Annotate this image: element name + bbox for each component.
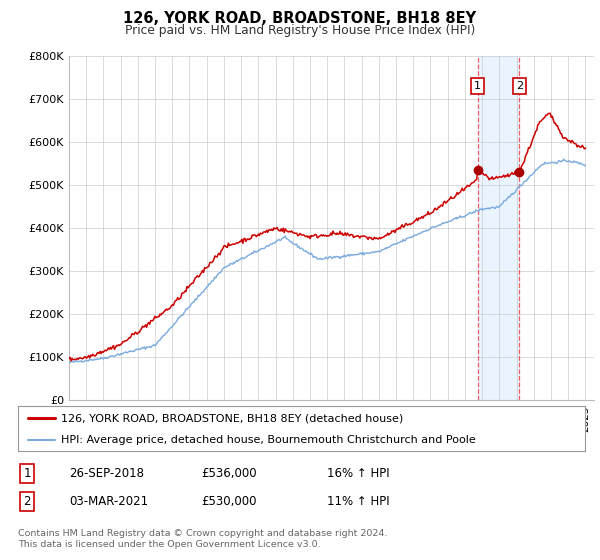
Text: 26-SEP-2018: 26-SEP-2018 [69, 466, 144, 480]
Text: 16% ↑ HPI: 16% ↑ HPI [327, 466, 389, 480]
Text: £530,000: £530,000 [201, 494, 257, 508]
Text: 1: 1 [23, 466, 31, 480]
Text: 11% ↑ HPI: 11% ↑ HPI [327, 494, 389, 508]
Text: 126, YORK ROAD, BROADSTONE, BH18 8EY (detached house): 126, YORK ROAD, BROADSTONE, BH18 8EY (de… [61, 413, 403, 423]
Bar [478, 56, 520, 400]
Text: 03-MAR-2021: 03-MAR-2021 [69, 494, 148, 508]
Text: Price paid vs. HM Land Registry's House Price Index (HPI): Price paid vs. HM Land Registry's House … [125, 24, 475, 36]
Text: Contains HM Land Registry data © Crown copyright and database right 2024.
This d: Contains HM Land Registry data © Crown c… [18, 529, 388, 549]
Text: 1: 1 [474, 81, 481, 91]
Text: HPI: Average price, detached house, Bournemouth Christchurch and Poole: HPI: Average price, detached house, Bour… [61, 435, 475, 445]
Text: 2: 2 [516, 81, 523, 91]
Text: 2: 2 [23, 494, 31, 508]
Text: £536,000: £536,000 [201, 466, 257, 480]
Text: 126, YORK ROAD, BROADSTONE, BH18 8EY: 126, YORK ROAD, BROADSTONE, BH18 8EY [124, 11, 476, 26]
